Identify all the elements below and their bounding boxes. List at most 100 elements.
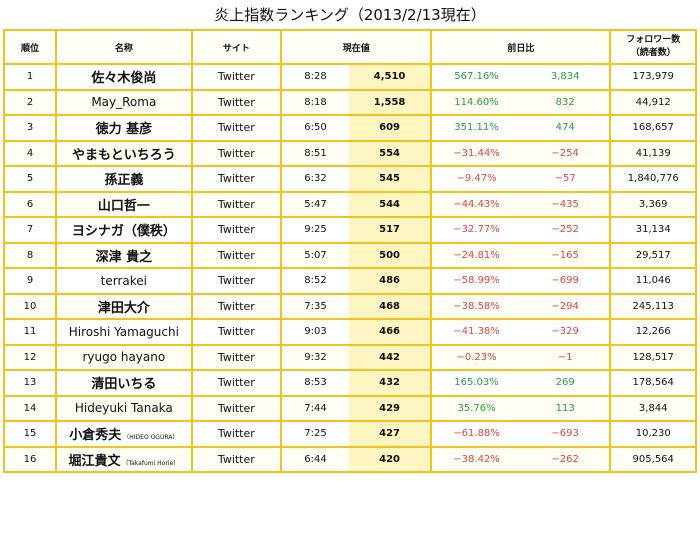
name-cell-text: 津田大介 (97, 300, 150, 316)
current-value-cell-text: 1,558 (373, 96, 406, 108)
table-row: 6 山口哲一 Twitter 5:47 544 −44.43% −435 3,369 (2, 190, 697, 218)
prev-day-percent-cell: −44.43% (430, 190, 521, 218)
header-rank: 順位 (2, 29, 58, 65)
table-row: 9 terrakei Twitter 8:52 486 −58.99% −699 11,046 (2, 267, 697, 295)
name-cell-text: 深津 貴之 (95, 249, 153, 265)
rank-cell: 3 (2, 114, 58, 142)
table-row: 10 津田大介 Twitter 7:35 468 −38.58% −294 245,113 (2, 292, 697, 320)
prev-day-diff-cell: −693 (520, 420, 612, 448)
table-row: 4 やまもといちろう Twitter 8:51 554 −31.44% −254 41,139 (2, 139, 697, 167)
rank-cell: 15 (2, 420, 58, 448)
current-value-cell-text: 429 (379, 402, 400, 414)
prev-day-percent-cell-text: −31.44% (453, 147, 500, 159)
name-cell-text: Hideyuki Tanaka (74, 401, 173, 416)
name-cell: 山口哲一 (55, 190, 193, 218)
current-value-cell: 554 (348, 139, 433, 167)
prev-day-percent-cell: −31.44% (430, 139, 521, 167)
current-value-cell-text: 500 (379, 249, 400, 261)
time-cell-text: 7:44 (304, 402, 327, 414)
site-cell: Twitter (190, 216, 283, 244)
prev-day-percent-cell-text: −38.58% (453, 300, 500, 312)
current-value-cell: 432 (348, 369, 433, 397)
header-row: 順位 名称 サイト 現在値 前日比 フォロワー数 （読者数） (2, 29, 697, 65)
time-cell: 5:47 (280, 190, 349, 218)
table-row: 5 孫正義 Twitter 6:32 545 −9.47% −57 1,840,776 (2, 165, 697, 193)
table-row: 11 Hiroshi Yamaguchi Twitter 9:03 466 −41.38%… (2, 318, 697, 346)
prev-day-diff-cell: −262 (520, 445, 612, 473)
name-cell-text: 堀江貴文 (68, 453, 121, 469)
site-cell: Twitter (190, 343, 283, 371)
followers-cell: 41,139 (609, 139, 697, 167)
site-cell: Twitter (190, 420, 283, 448)
prev-day-diff-cell-text: −329 (551, 326, 579, 338)
rank-cell: 13 (2, 369, 58, 397)
rank-cell: 11 (2, 318, 58, 346)
name-cell-text: 孫正義 (104, 173, 144, 189)
current-value-cell: 545 (348, 165, 433, 193)
prev-day-percent-cell: −61.88% (430, 420, 521, 448)
prev-day-diff-cell-text: −165 (551, 249, 579, 261)
prev-day-percent-cell: −58.99% (430, 267, 521, 295)
prev-day-diff-cell-text: 3,834 (550, 71, 580, 83)
site-cell-text: Twitter (217, 427, 255, 441)
current-value-cell-text: 427 (379, 428, 400, 440)
prev-day-percent-cell: −38.42% (430, 445, 521, 473)
name-cell-text: 徳力 基彦 (95, 122, 153, 138)
rank-cell: 16 (2, 445, 58, 473)
prev-day-diff-cell-text: −294 (551, 300, 579, 312)
site-cell: Twitter (190, 292, 283, 320)
followers-cell-text: 41,139 (635, 147, 671, 159)
prev-day-percent-cell: −41.38% (430, 318, 521, 346)
site-cell-text: Twitter (217, 274, 255, 288)
rank-cell-text: 5 (26, 173, 34, 185)
followers-cell-text: 10,230 (635, 428, 671, 440)
time-cell-text: 5:47 (304, 198, 327, 210)
time-cell: 7:35 (280, 292, 349, 320)
name-cell: 堀江貴文 （Takafumi Horie） (55, 445, 193, 473)
prev-day-diff-cell-text: −1 (557, 351, 573, 363)
name-cell-text: やまもといちろう (71, 147, 176, 163)
table-row: 1 佐々木俊尚 Twitter 8:28 4,510 567.16% 3,834 173,97… (2, 63, 697, 91)
name-cell-text: 清田いちる (91, 377, 157, 393)
header-followers-line1: フォロワー数 (626, 35, 681, 45)
prev-day-percent-cell: 114.60% (430, 88, 521, 116)
prev-day-percent-cell: 351.11% (430, 114, 521, 142)
followers-cell: 168,657 (609, 114, 697, 142)
rank-cell-text: 11 (23, 326, 37, 338)
table-row: 12 ryugo hayano Twitter 9:32 442 −0.23% −1 128,… (2, 343, 697, 371)
prev-day-diff-cell-text: −254 (551, 147, 579, 159)
name-cell-text: terrakei (100, 273, 147, 288)
time-cell-text: 7:35 (304, 300, 327, 312)
prev-day-diff-cell-text: 269 (555, 377, 575, 389)
site-cell: Twitter (190, 267, 283, 295)
followers-cell-text: 11,046 (635, 275, 671, 287)
current-value-cell-text: 517 (379, 224, 400, 236)
followers-cell-text: 31,134 (635, 224, 671, 236)
followers-cell: 3,844 (609, 394, 697, 422)
time-cell-text: 6:44 (304, 453, 327, 465)
prev-day-diff-cell-text: −262 (551, 453, 579, 465)
site-cell-text: Twitter (217, 121, 255, 135)
prev-day-percent-cell-text: −24.81% (453, 249, 500, 261)
prev-day-percent-cell: 165.03% (430, 369, 521, 397)
site-cell: Twitter (190, 394, 283, 422)
name-cell: terrakei (55, 267, 193, 295)
followers-cell: 173,979 (609, 63, 697, 91)
rank-cell-text: 3 (26, 122, 34, 134)
rank-cell: 14 (2, 394, 58, 422)
name-cell-text: 小倉秀夫 (69, 428, 122, 444)
prev-day-percent-cell-text: −32.77% (453, 224, 500, 236)
current-value-cell-text: 420 (379, 453, 400, 465)
time-cell-text: 8:53 (304, 377, 327, 389)
time-cell: 9:25 (280, 216, 349, 244)
prev-day-percent-cell-text: 351.11% (454, 122, 499, 134)
site-cell: Twitter (190, 114, 283, 142)
current-value-cell-text: 442 (379, 351, 400, 363)
current-value-cell-text: 544 (379, 198, 400, 210)
time-cell-text: 8:52 (304, 275, 327, 287)
followers-cell-text: 44,912 (635, 96, 671, 108)
time-cell-text: 8:28 (304, 71, 327, 83)
name-cell: 佐々木俊尚 (55, 63, 193, 91)
site-cell: Twitter (190, 63, 283, 91)
name-cell-text: 佐々木俊尚 (91, 71, 157, 87)
